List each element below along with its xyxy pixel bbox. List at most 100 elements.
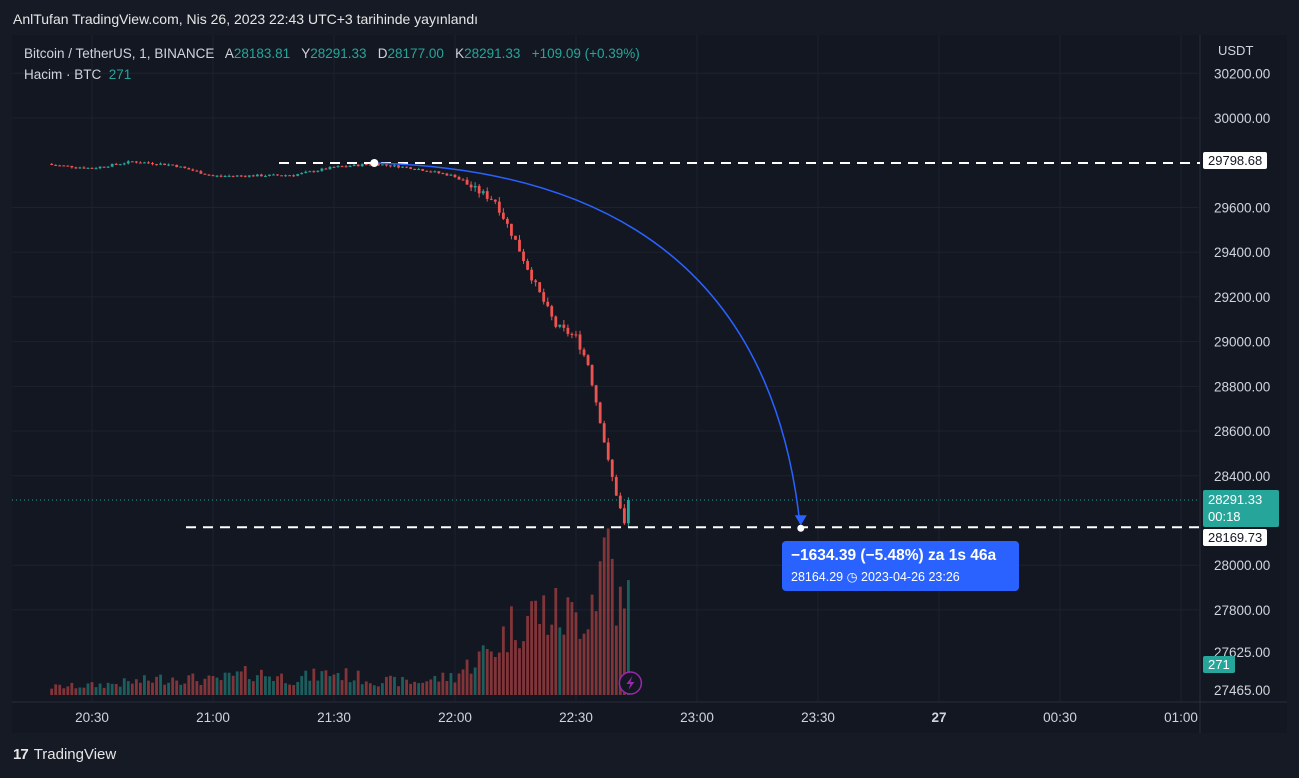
volume-bar [175,680,179,695]
volume-bar [54,684,58,695]
candle-body [586,355,590,366]
candle-body [171,164,175,166]
volume-legend: Hacim · BTC 271 [24,67,132,82]
volume-bar [296,681,300,695]
volume-bar [465,659,469,695]
candle-body [215,175,219,177]
volume-bar [130,683,134,695]
candle-body [159,163,162,165]
volume-bar [425,681,429,695]
candle-body [534,280,538,283]
countdown-value: 00:18 [1208,509,1241,524]
volume-bar [433,675,437,695]
volume-bar [312,668,316,695]
volume-bar [489,651,493,695]
volume-bar [78,687,82,695]
chart-grid [12,35,1287,733]
candle-body [538,282,542,293]
candle-body [50,163,54,165]
volume-bar [191,673,195,695]
volume-bar [94,687,98,695]
candle-body [461,179,465,181]
candle-body [445,173,449,176]
volume-bar [397,686,400,695]
drawings [12,159,1200,695]
volume-bar [598,561,602,695]
candle-body [393,165,396,167]
candle-body [78,167,82,169]
volume-bar [328,676,332,695]
candle-body [126,161,130,164]
volume-bar [207,675,211,695]
candle-body [385,164,388,166]
chart-panel[interactable] [12,35,1287,733]
time-tick-label: 21:00 [196,710,230,725]
volume-bar [82,687,86,695]
time-tick-label: 22:00 [438,710,472,725]
volume-bar [199,684,203,695]
candle-body [227,175,231,177]
symbol-name: Bitcoin / TetherUS, 1, BINANCE [24,46,215,61]
price-chart[interactable]: 30200.00 30000.00 29600.00 29400.00 29200.00… [12,35,1287,733]
volume-bar [429,679,433,695]
candle-body [235,175,239,177]
volume-bar [522,641,525,695]
candle-body [433,171,437,173]
candle-body [348,165,352,167]
volume-bar [385,676,388,695]
candle-body [292,175,296,177]
candle-body [360,164,364,167]
volume-bar [110,683,114,695]
candle-body [203,173,207,175]
measure-time: 2023-04-26 23:26 [861,570,960,584]
volume-bar [159,674,162,695]
candle-body [179,166,183,168]
candle-body [501,212,505,219]
volume-bar [530,601,533,695]
volume-bar [70,682,74,695]
candle-body [421,169,425,171]
candle-body [602,423,606,443]
volume-bar [574,612,578,695]
candle-body [526,261,529,270]
candle-body [187,168,191,170]
candle-body [94,168,98,170]
volume-bar [247,679,251,695]
price-tick-label: 29600.00 [1214,200,1270,215]
volume-bar [514,640,517,695]
volume-bar [534,600,538,695]
volume-bar [203,678,207,695]
candle-body [138,162,142,164]
time-tick-label: 20:30 [75,710,109,725]
candle-body [409,167,413,169]
volume-bar [284,683,287,695]
candle-body [328,166,332,170]
candle-body [340,166,344,168]
volume-bar [477,651,481,695]
candle-body [86,167,90,169]
volume-bar [510,606,513,695]
candle-body [288,175,292,177]
candle-body [590,365,594,386]
volume-bar [171,677,175,695]
candle-body [255,174,259,177]
volume-bar [300,675,304,695]
volume-bar [389,675,392,695]
candle-body [457,177,461,180]
measure-price: 28164.29 [791,570,844,584]
volume-bar [227,672,231,695]
volume-bar [356,670,360,695]
candle-body [562,324,566,328]
volume-bar [626,580,630,695]
candle-body [223,176,227,178]
volume-bar [393,676,396,695]
candle-body [320,168,324,171]
time-tick-label: 23:00 [680,710,714,725]
volume-bar [268,676,271,695]
candle-body [622,508,626,524]
measure-change: −1634.39 (−5.48%) za 1s 46a [791,547,997,564]
volume-bar [106,682,110,695]
price-tick-label: 30200.00 [1214,66,1270,81]
candle-body [497,201,501,213]
candle-body [510,223,513,236]
